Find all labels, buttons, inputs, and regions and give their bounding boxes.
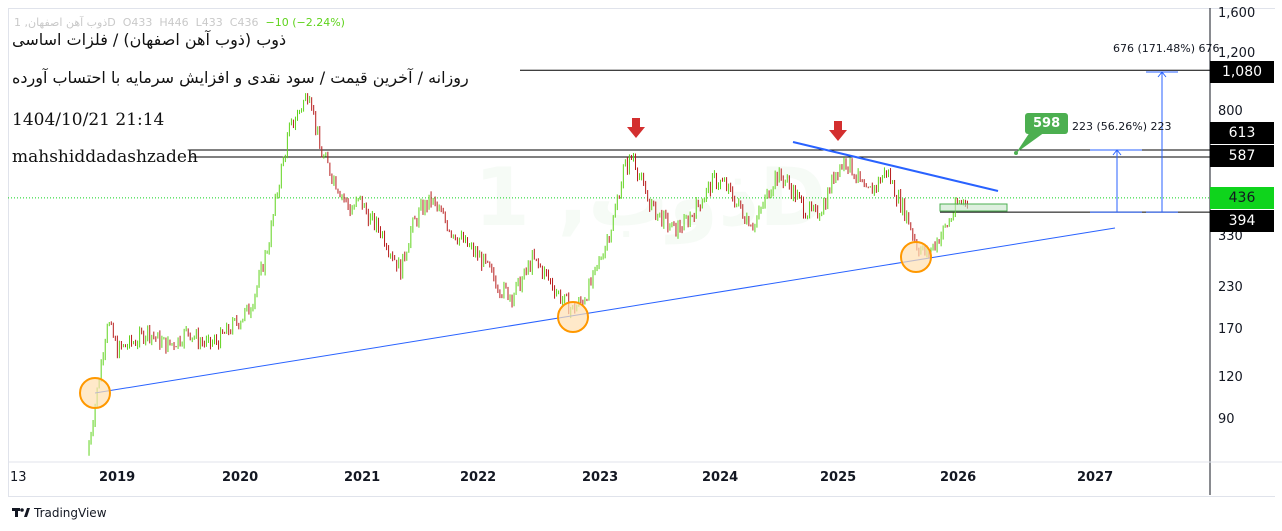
change-value: −10 (−2.24%) bbox=[265, 16, 345, 29]
datetime: 1404/10/21 21:14 bbox=[12, 110, 165, 130]
price-tick: 1,200 bbox=[1218, 46, 1256, 61]
symbol-name: ذوب آهن اصفهان, 1 bbox=[14, 16, 108, 29]
chart-title: ذوب (ذوب آهن اصفهان) / فلزات اساسی bbox=[12, 30, 287, 49]
bottom-circle-marker bbox=[557, 301, 589, 333]
year-tick: 2022 bbox=[460, 470, 497, 485]
bottom-circle-marker bbox=[79, 377, 111, 409]
price-callout[interactable]: 598 bbox=[1025, 113, 1069, 134]
high-value: H446 bbox=[159, 16, 189, 29]
price-tick: 230 bbox=[1218, 280, 1243, 295]
open-value: O433 bbox=[122, 16, 153, 29]
chart-subtitle: روزانه / آخرین قیمت / سود نقدی و افزایش … bbox=[12, 68, 469, 87]
arrow-down-icon bbox=[627, 118, 645, 138]
resistance-trendline bbox=[792, 141, 999, 192]
year-tick: 2026 bbox=[940, 470, 977, 485]
price-label-1080: 1,080 bbox=[1210, 61, 1274, 83]
interval: D bbox=[107, 16, 116, 29]
arrow-up-icon bbox=[1157, 71, 1167, 78]
bottom-circle-marker bbox=[900, 241, 932, 273]
year-tick: 2021 bbox=[344, 470, 381, 485]
price-tick: 1,600 bbox=[1218, 6, 1256, 21]
price-label-394: 394 bbox=[1210, 210, 1274, 232]
callout-anchor bbox=[1014, 151, 1018, 155]
price-label-587: 587 bbox=[1210, 145, 1274, 167]
measure-label-large: 676 (171.48%) 676 bbox=[1113, 42, 1220, 55]
author: mahshiddadashzadeh bbox=[12, 147, 198, 167]
year-tick: 2023 bbox=[582, 470, 619, 485]
last-price-label: 436 bbox=[1210, 187, 1274, 209]
year-tick: 2025 bbox=[820, 470, 857, 485]
year-tick: 2020 bbox=[222, 470, 259, 485]
price-tick: 90 bbox=[1218, 412, 1235, 427]
price-tick: 330 bbox=[1218, 229, 1243, 244]
price-tick: 120 bbox=[1218, 370, 1243, 385]
time-tick: 13 bbox=[10, 470, 27, 485]
price-tick: 170 bbox=[1218, 322, 1243, 337]
close-value: C436 bbox=[229, 16, 259, 29]
tradingview-icon bbox=[12, 508, 30, 517]
price-tick: 800 bbox=[1218, 104, 1243, 119]
support-trendline bbox=[94, 227, 1116, 394]
target-zone-box bbox=[939, 203, 1008, 212]
callout-pointer bbox=[1016, 132, 1045, 153]
chart-frame bbox=[8, 8, 1275, 497]
ohlc-legend: ذوب آهن اصفهان, 1D O433 H446 L433 C436 −… bbox=[14, 16, 345, 29]
year-tick: 2027 bbox=[1077, 470, 1114, 485]
year-tick: 2024 bbox=[702, 470, 739, 485]
year-tick: 2019 bbox=[99, 470, 136, 485]
low-value: L433 bbox=[195, 16, 223, 29]
arrow-down-icon bbox=[829, 121, 847, 141]
price-label-613: 613 bbox=[1210, 122, 1274, 144]
tradingview-logo[interactable]: TradingView bbox=[12, 506, 107, 520]
brand-name: TradingView bbox=[34, 506, 107, 520]
arrow-up-icon bbox=[1112, 149, 1122, 156]
measure-label-small: 223 (56.26%) 223 bbox=[1072, 120, 1172, 133]
